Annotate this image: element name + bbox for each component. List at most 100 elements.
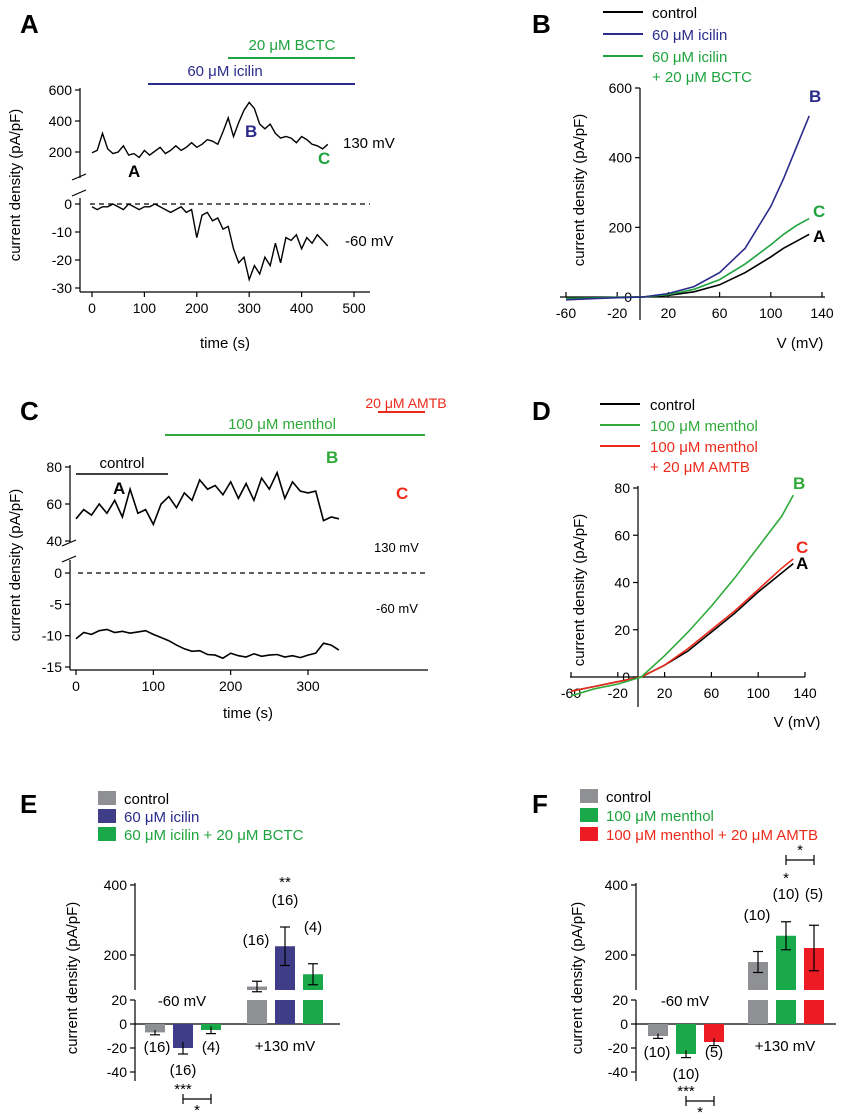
- mark-a: A: [796, 554, 808, 573]
- y-tick-label: 60: [614, 527, 630, 543]
- x-tick-label: 500: [342, 300, 366, 316]
- y-tick-label: 400: [609, 150, 633, 166]
- y-tick-label: 200: [49, 144, 73, 160]
- panel-f-ylabel: current density (pA/pF): [569, 902, 586, 1055]
- panel-a-label: A: [20, 9, 39, 39]
- y-tick-label: 80: [614, 480, 630, 496]
- y-tick-label: 0: [622, 669, 630, 685]
- axis-break-mark: [61, 555, 77, 563]
- y-tick-label: 40: [46, 533, 62, 549]
- panel-b-ylabel: current density (pA/pF): [571, 114, 588, 267]
- significance-marker: *: [697, 1104, 703, 1119]
- x-tick-label: 0: [72, 678, 80, 694]
- group-130mv: +130 mV: [755, 1038, 815, 1055]
- legend-amtb: 100 μM menthol + 20 μM AMTB: [606, 827, 818, 844]
- x-tick-label: 200: [185, 300, 209, 316]
- n-label: (4): [304, 919, 322, 936]
- x-tick-label: 400: [290, 300, 314, 316]
- y-tick-label: -30: [52, 280, 72, 296]
- menthol-bar-label: 100 μM menthol: [228, 416, 336, 433]
- bctc-bar-label: 20 μM BCTC: [249, 37, 336, 54]
- significance-marker: *: [783, 870, 789, 887]
- significance-marker: **: [279, 874, 291, 891]
- bar-neg60mv: [648, 1024, 668, 1036]
- y-tick-label: -15: [42, 659, 62, 675]
- legend-amtb-2: + 20 μM AMTB: [650, 459, 750, 476]
- axis-break-mark: [71, 189, 87, 197]
- iv-amtb: [570, 558, 794, 692]
- legend-control: control: [650, 397, 695, 414]
- n-label: (16): [170, 1062, 197, 1079]
- n-label: (10): [744, 907, 771, 924]
- iv-menthol: [570, 494, 795, 697]
- panel-a-ylabel: current density (pA/pF): [7, 109, 24, 262]
- y-tick-label: 200: [609, 219, 633, 235]
- label-130mv: 130 mV: [374, 540, 419, 555]
- x-tick-label: 20: [661, 305, 677, 321]
- x-tick-label: 60: [704, 685, 720, 701]
- group-130mv: +130 mV: [255, 1038, 315, 1055]
- mark-b: B: [793, 474, 805, 493]
- mark-a: A: [113, 479, 125, 498]
- panel-e: E control 60 μM icilin 60 μM icilin + 20…: [20, 789, 340, 1119]
- x-tick-label: 20: [657, 685, 673, 701]
- legend-swatch-amtb: [580, 827, 598, 841]
- x-tick-label: 300: [296, 678, 320, 694]
- legend-control: control: [606, 789, 651, 806]
- group-neg60mv: -60 mV: [158, 993, 206, 1010]
- panel-e-ylabel: current density (pA/pF): [64, 902, 81, 1055]
- iv-icilin: [565, 115, 810, 301]
- axis-break-mark: [71, 173, 87, 181]
- legend-icilin: 60 μM icilin: [652, 27, 727, 44]
- y-tick-label: 80: [46, 459, 62, 475]
- legend-swatch-icilin: [98, 809, 116, 823]
- panel-f: F control 100 μM menthol 100 μM menthol …: [532, 789, 836, 1119]
- panel-a: A current density (pA/pF) 20 μM BCTC 60 …: [7, 9, 395, 352]
- n-label: (10): [644, 1044, 671, 1061]
- panel-d-label: D: [532, 396, 551, 426]
- mark-c: C: [796, 538, 808, 557]
- y-tick-label: 0: [64, 196, 72, 212]
- trace-130mv: [91, 101, 329, 159]
- panel-d: D control 100 μM menthol 100 μM menthol …: [532, 396, 820, 731]
- panel-e-label: E: [20, 789, 37, 819]
- y-tick-label: -10: [52, 224, 72, 240]
- legend-control: control: [124, 791, 169, 808]
- y-tick-label: -20: [107, 1040, 127, 1056]
- y-tick-label: 400: [49, 113, 73, 129]
- n-label: (10): [673, 1066, 700, 1083]
- bar-130mv-lower: [275, 1000, 295, 1024]
- y-tick-label: 60: [46, 496, 62, 512]
- panel-b: B control 60 μM icilin 60 μM icilin + 20…: [532, 5, 834, 352]
- legend-control: control: [652, 5, 697, 22]
- n-label: (5): [705, 1044, 723, 1061]
- bar-neg60mv: [173, 1024, 193, 1048]
- bar-neg60mv: [676, 1024, 696, 1054]
- x-tick-label: 140: [810, 305, 834, 321]
- mark-c: C: [318, 149, 330, 168]
- y-tick-label: 600: [49, 82, 73, 98]
- y-tick-label: 0: [54, 565, 62, 581]
- y-tick-label: 400: [104, 877, 128, 893]
- control-bar-label: control: [99, 455, 144, 472]
- y-tick-label: -10: [42, 628, 62, 644]
- panel-c: C 20 μM AMTB 100 μM menthol control curr…: [7, 395, 447, 722]
- panel-c-ylabel: current density (pA/pF): [7, 489, 24, 642]
- significance-marker: ***: [677, 1083, 695, 1100]
- y-tick-label: 200: [104, 947, 128, 963]
- panel-c-label: C: [20, 396, 39, 426]
- significance-marker: *: [797, 842, 803, 859]
- n-label: (16): [144, 1039, 171, 1056]
- trace-neg60mv: [75, 628, 340, 660]
- mark-c: C: [813, 202, 825, 221]
- legend-swatch-menthol: [580, 808, 598, 822]
- n-label: (4): [202, 1039, 220, 1056]
- panel-b-label: B: [532, 9, 551, 39]
- x-tick-label: 0: [88, 300, 96, 316]
- y-tick-label: 20: [612, 992, 628, 1008]
- n-label: (10): [773, 886, 800, 903]
- panel-f-label: F: [532, 789, 548, 819]
- x-tick-label: -60: [561, 685, 581, 701]
- legend-menthol: 100 μM menthol: [606, 808, 714, 825]
- bar-130mv-lower: [748, 1000, 768, 1024]
